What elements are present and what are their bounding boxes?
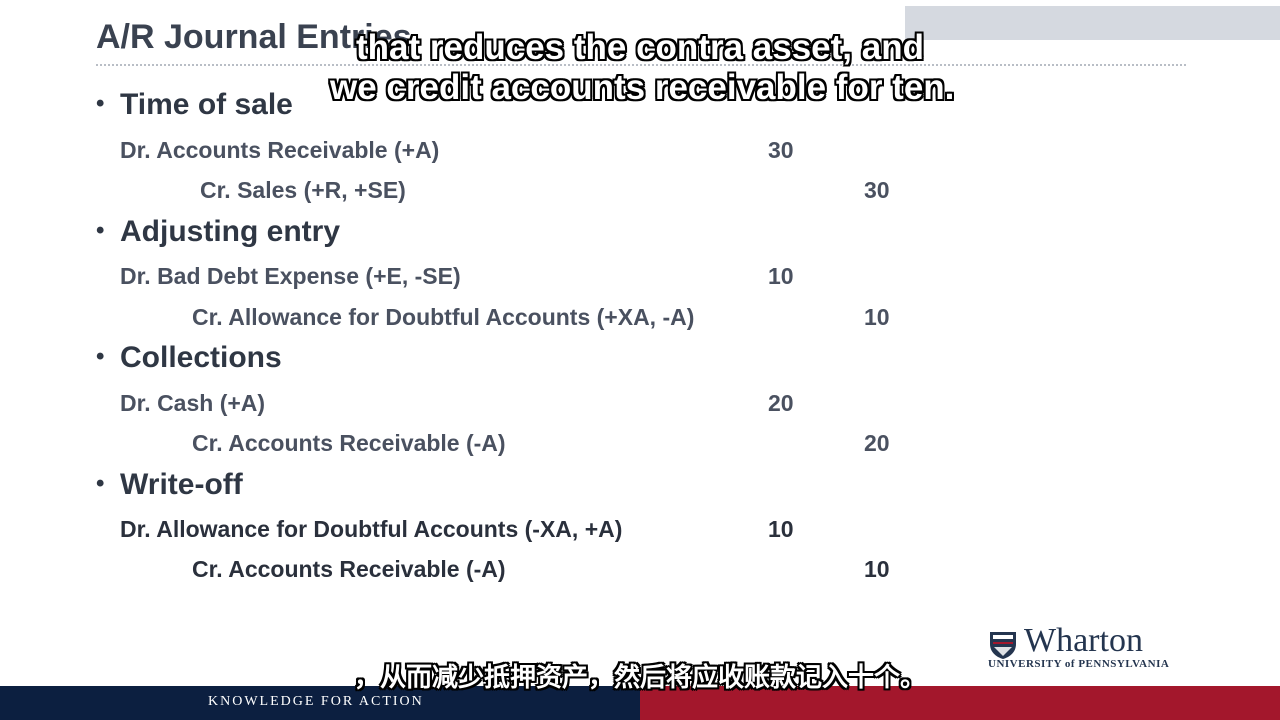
slide-title: A/R Journal Entries (96, 18, 412, 56)
section-heading-collections: • Collections (96, 341, 282, 374)
entry-account: Dr. Cash (+A) (120, 390, 266, 416)
bullet-icon: • (96, 470, 105, 497)
top-accent-bar (905, 6, 1280, 40)
section-heading-adjusting-entry: • Adjusting entry (96, 215, 341, 248)
logo-wordmark: Wharton (1024, 622, 1143, 659)
bullet-icon: • (96, 90, 105, 117)
subtitle-english-line-1: that reduces the contra asset, and (356, 28, 924, 67)
shield-icon (990, 632, 1016, 659)
debit-amount: 10 (768, 516, 794, 542)
bullet-icon: • (96, 343, 105, 370)
title-divider (96, 64, 1186, 66)
footer-red-band (640, 686, 1280, 720)
section-heading-time-of-sale: • Time of sale (96, 88, 293, 121)
debit-amount: 20 (768, 390, 794, 416)
entry-account: Cr. Allowance for Doubtful Accounts (+XA… (192, 304, 695, 330)
debit-amount: 30 (768, 137, 794, 163)
credit-amount: 30 (864, 177, 890, 203)
debit-amount: 10 (768, 263, 794, 289)
wharton-logo: Wharton UNIVERSITY of PENNSYLVANIA (988, 622, 1190, 672)
logo-subtitle: UNIVERSITY of PENNSYLVANIA (988, 658, 1170, 670)
subtitle-chinese: ，从而减少抵押资产，然后将应收账款记入十个。 (353, 663, 926, 693)
credit-amount: 10 (864, 304, 890, 330)
entry-account: Dr. Bad Debt Expense (+E, -SE) (120, 263, 461, 289)
entry-account: Cr. Accounts Receivable (-A) (192, 430, 506, 456)
entry-account: Cr. Sales (+R, +SE) (200, 177, 406, 203)
footer-navy-band: KNOWLEDGE FOR ACTION (0, 686, 640, 720)
footer-tagline: KNOWLEDGE FOR ACTION (208, 694, 424, 709)
subtitle-english-line-2: we credit accounts receivable for ten. (330, 68, 955, 107)
section-heading-write-off: • Write-off (96, 468, 243, 501)
credit-amount: 10 (864, 556, 890, 582)
entry-account: Dr. Allowance for Doubtful Accounts (-XA… (120, 516, 623, 542)
bullet-icon: • (96, 217, 105, 244)
entry-account: Cr. Accounts Receivable (-A) (192, 556, 506, 582)
entry-account: Dr. Accounts Receivable (+A) (120, 137, 440, 163)
credit-amount: 20 (864, 430, 890, 456)
